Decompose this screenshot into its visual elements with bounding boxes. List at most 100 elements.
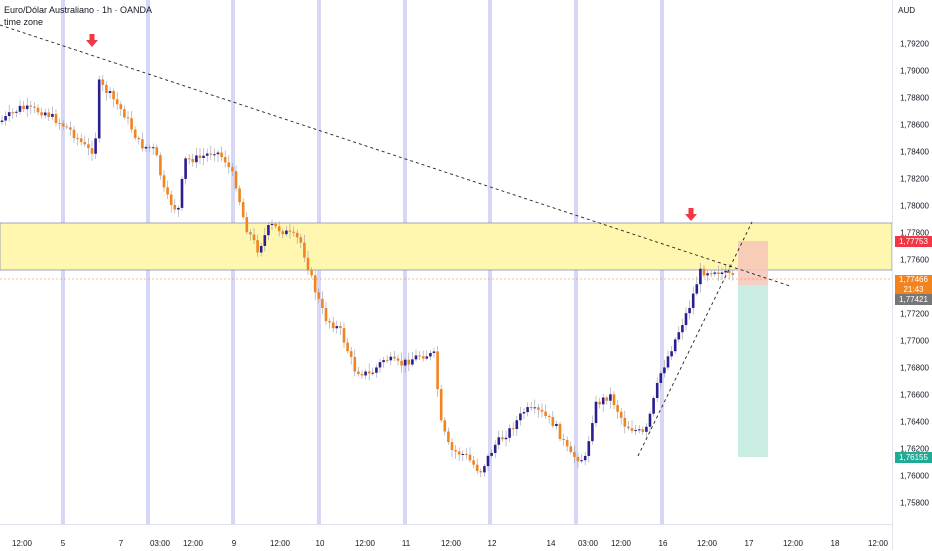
time-tick: 12:00 xyxy=(867,539,889,548)
candle-body xyxy=(184,158,187,179)
ascending-trendline[interactable] xyxy=(637,221,753,457)
stop-price-tag[interactable]: 1,76155 xyxy=(895,452,932,463)
candle-body xyxy=(101,79,105,85)
candle-body xyxy=(270,223,274,226)
candle-body xyxy=(292,231,295,233)
candle-body xyxy=(511,428,515,430)
candle-body xyxy=(454,449,457,452)
candle-body xyxy=(36,107,40,113)
entry-price-tag[interactable]: 1,77421 xyxy=(895,294,932,305)
candle-body xyxy=(493,444,497,453)
candle-body xyxy=(382,360,385,363)
candle-body xyxy=(436,351,439,390)
candle-body xyxy=(108,91,112,93)
candle-body xyxy=(130,118,133,130)
candle-body xyxy=(83,142,87,145)
candle-body xyxy=(439,389,443,421)
candle-body xyxy=(166,187,169,195)
candle-body xyxy=(663,367,666,374)
candle-body xyxy=(479,471,483,473)
time-tick: 12:00 xyxy=(782,539,804,548)
time-tick: 18 xyxy=(830,539,840,548)
candle-body xyxy=(720,272,724,275)
chart-legend[interactable]: Euro/Dólar Australiano · 1h · OANDA time… xyxy=(4,4,152,28)
candle-body xyxy=(69,127,72,130)
candle-body xyxy=(54,113,58,123)
candle-body xyxy=(180,178,184,208)
indicator-label[interactable]: time zone xyxy=(4,17,44,27)
candle-body xyxy=(256,240,259,253)
candle-body xyxy=(18,105,22,112)
candle-body xyxy=(94,138,97,154)
candle-body xyxy=(115,99,119,105)
candle-body xyxy=(601,397,605,405)
candle-body xyxy=(652,398,655,414)
risk-zone[interactable] xyxy=(738,241,768,285)
price-tick: 1,75800 xyxy=(900,498,929,508)
candle-body xyxy=(540,409,544,412)
candle-body xyxy=(375,367,378,373)
candle-body xyxy=(673,339,677,352)
candle-body xyxy=(285,230,288,235)
candle-body xyxy=(76,138,79,140)
candle-body xyxy=(87,144,90,149)
candle-body xyxy=(25,105,29,110)
symbol-title[interactable]: Euro/Dólar Australiano · 1h · OANDA xyxy=(4,5,153,15)
candle-body xyxy=(123,109,126,118)
candle-body xyxy=(565,440,569,447)
candle-body xyxy=(33,106,36,108)
candle-body xyxy=(310,270,313,276)
candle-body xyxy=(591,423,594,442)
current-price-tag[interactable]: 1,77466 21:43 xyxy=(895,275,932,296)
candle-body xyxy=(612,394,616,406)
candle-body xyxy=(141,139,144,149)
candle-body xyxy=(245,217,249,233)
time-axis[interactable]: 12:00 5 7 03:00 12:00 9 12:00 10 12:00 1… xyxy=(0,524,892,551)
candles xyxy=(0,75,735,478)
time-tick: 10 xyxy=(315,539,325,548)
price-tick: 1,77200 xyxy=(900,309,929,319)
candle-body xyxy=(724,270,727,273)
candle-body xyxy=(681,325,684,333)
descending-trendline[interactable] xyxy=(0,24,791,287)
candle-body xyxy=(411,359,414,365)
time-tick: 12:00 xyxy=(269,539,291,548)
price-tick: 1,78600 xyxy=(900,120,929,130)
candle-body xyxy=(267,225,270,236)
candle-body xyxy=(468,454,472,461)
target-price-tag[interactable]: 1,77753 xyxy=(895,236,932,247)
candle-body xyxy=(159,155,162,176)
candle-body xyxy=(58,122,61,124)
candle-body xyxy=(418,355,421,357)
time-tick: 12:00 xyxy=(354,539,376,548)
time-tick: 12:00 xyxy=(610,539,632,548)
currency-label[interactable]: AUD xyxy=(898,6,915,15)
candle-body xyxy=(558,423,562,439)
candle-body xyxy=(594,401,598,424)
time-tick: 12:00 xyxy=(440,539,462,548)
arrow-down-icon xyxy=(685,208,697,221)
candle-body xyxy=(717,272,720,275)
candle-body xyxy=(216,152,220,155)
candle-body xyxy=(43,112,47,116)
candle-body xyxy=(313,275,317,293)
candle-body xyxy=(303,242,306,258)
candle-body xyxy=(501,437,504,440)
candle-body xyxy=(655,382,659,399)
candle-body xyxy=(47,112,51,117)
candle-body xyxy=(223,157,227,163)
candle-body xyxy=(576,456,580,462)
candle-body xyxy=(119,104,123,110)
candle-body xyxy=(137,138,141,140)
candle-body xyxy=(0,120,4,122)
candle-body xyxy=(443,420,447,432)
candle-body xyxy=(360,374,364,376)
candle-body xyxy=(573,452,576,457)
candlestick-chart[interactable] xyxy=(0,0,892,524)
chart-area[interactable]: Euro/Dólar Australiano · 1h · OANDA time… xyxy=(0,0,892,524)
candle-body xyxy=(126,117,130,119)
candle-body xyxy=(544,411,547,417)
reward-zone[interactable] xyxy=(738,285,768,457)
candle-body xyxy=(648,413,652,427)
candle-body xyxy=(263,235,267,246)
